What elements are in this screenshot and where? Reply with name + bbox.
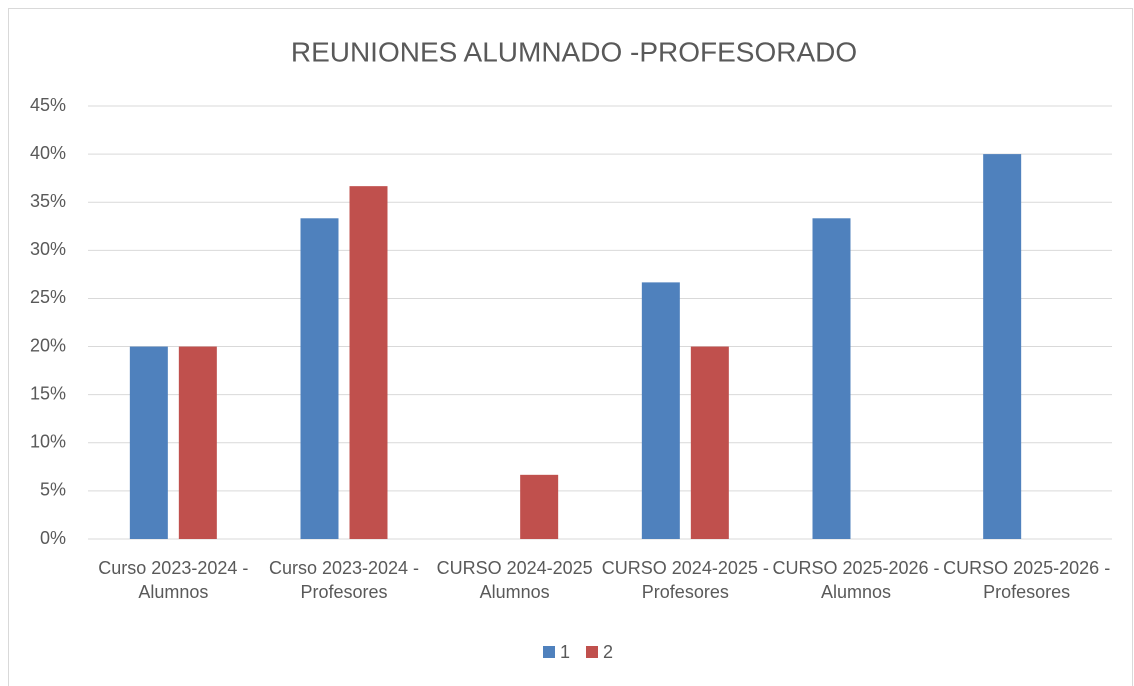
chart-border [8,8,1133,686]
x-tick-label: CURSO 2024-2025 Alumnos [436,558,593,602]
bar [690,346,729,539]
y-tick-label: 0% [40,528,66,548]
x-tick-label: CURSO 2024-2025 -Profesores [601,558,769,602]
legend-swatch [586,646,598,658]
y-tick-label: 45% [30,95,66,115]
bar [983,154,1022,539]
x-tick-label: CURSO 2025-2026 -Profesores [943,558,1111,602]
y-tick-label: 40% [30,143,66,163]
y-tick-label: 15% [30,383,66,403]
legend-label: 2 [603,642,613,662]
bar [641,282,680,539]
y-tick-label: 10% [30,432,66,452]
bar [812,218,851,540]
x-tick-label: CURSO 2025-2026 -Alumnos [772,558,940,602]
y-tick-label: 5% [40,480,66,500]
bar [129,346,168,539]
legend-label: 1 [560,642,570,662]
legend-swatch [543,646,555,658]
y-tick-label: 25% [30,287,66,307]
x-tick-label: Curso 2023-2024 -Profesores [268,558,420,602]
y-tick-label: 30% [30,239,66,259]
bar [520,474,559,539]
y-tick-label: 35% [30,191,66,211]
bar [178,346,217,539]
y-tick-label: 20% [30,335,66,355]
bar [300,218,339,540]
x-tick-label: Curso 2023-2024 - Alumnos [98,558,249,602]
bar [349,186,388,539]
chart-title: REUNIONES ALUMNADO -PROFESORADO [291,36,857,67]
